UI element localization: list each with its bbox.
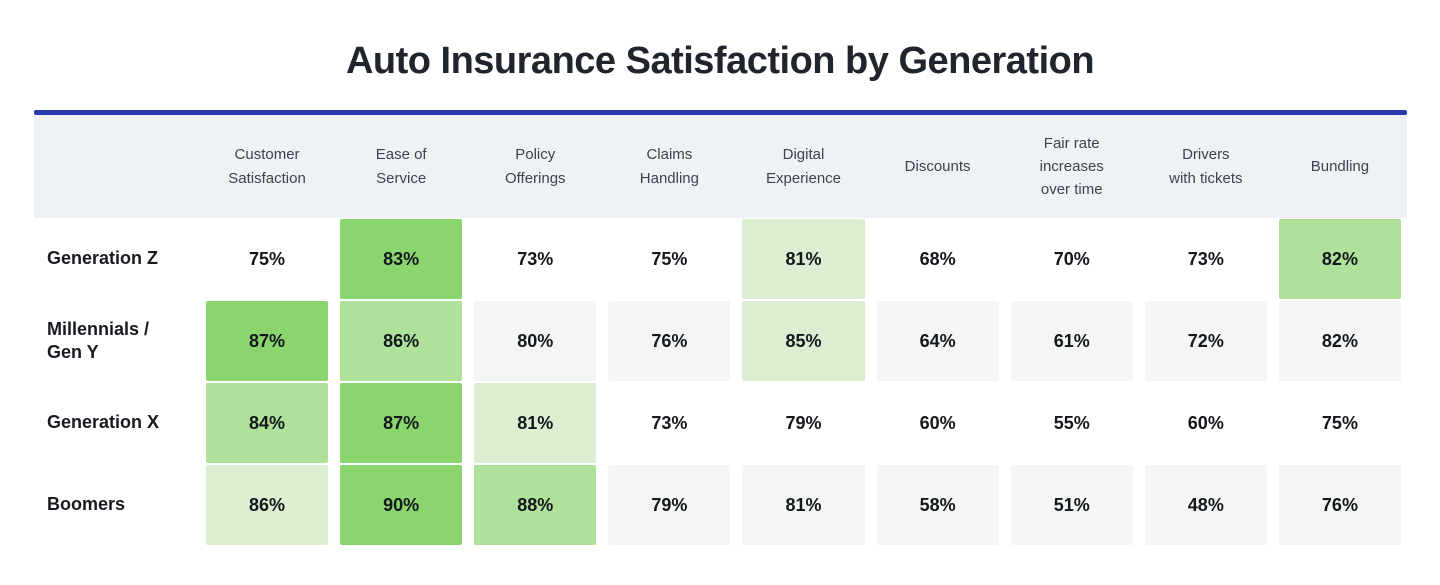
table-row: Generation Z 75% 83% 73% 75% 81% 68% 70% 73% 82% xyxy=(34,218,1407,300)
table-row: Generation X 84% 87% 81% 73% 79% 60% 55% 60% 75% xyxy=(34,382,1407,464)
row-label: Generation X xyxy=(47,412,160,433)
heatmap-cell: 68% xyxy=(876,219,999,299)
heatmap-cell: 64% xyxy=(876,301,999,381)
column-header-6: Discounts xyxy=(904,157,971,175)
heatmap-cell: 73% xyxy=(1144,219,1267,299)
heatmap-cell: 81% xyxy=(742,219,865,299)
row-label: Millennials / Gen Y xyxy=(47,318,150,362)
column-header-9: Bundling xyxy=(1310,157,1370,175)
heatmap-cell: 86% xyxy=(206,465,329,545)
heatmap-cell: 85% xyxy=(742,301,865,381)
heatmap-cell: 48% xyxy=(1144,465,1267,545)
heatmap-cell: 87% xyxy=(206,301,329,381)
column-header-7: Fair rate increases over time xyxy=(1039,134,1104,199)
column-header-5: Digital Experience xyxy=(765,146,842,187)
column-header-3: Policy Offerings xyxy=(504,146,566,187)
table-row: Boomers 86% 90% 88% 79% 81% 58% 51% 48% 76% xyxy=(34,464,1407,546)
column-header-4: Claims Handling xyxy=(639,146,699,187)
heatmap-cell: 81% xyxy=(474,383,597,463)
row-label: Generation Z xyxy=(47,248,159,269)
heatmap-cell: 72% xyxy=(1144,301,1267,381)
heatmap-cell: 88% xyxy=(474,465,597,545)
heatmap-cell: 76% xyxy=(608,301,731,381)
heatmap-cell: 79% xyxy=(608,465,731,545)
heatmap-cell: 82% xyxy=(1278,219,1401,299)
heatmap-cell: 79% xyxy=(742,383,865,463)
table-body: Generation Z 75% 83% 73% 75% 81% 68% 70% 73% 82% M… xyxy=(34,218,1407,546)
heatmap-cell: 90% xyxy=(340,465,463,545)
heatmap-cell: 73% xyxy=(608,383,731,463)
heatmap-cell: 51% xyxy=(1010,465,1133,545)
heatmap-cell: 60% xyxy=(876,383,999,463)
table-row: Millennials / Gen Y 87% 86% 80% 76% 85% 64% 61%… xyxy=(34,300,1407,382)
heatmap-cell: 86% xyxy=(340,301,463,381)
row-label: Boomers xyxy=(47,494,126,515)
table-top-border xyxy=(34,110,1407,115)
column-header-8: Drivers with tickets xyxy=(1169,146,1243,187)
heatmap-cell: 83% xyxy=(340,219,463,299)
heatmap-cell: 87% xyxy=(340,383,463,463)
table-header-row: Customer Satisfaction Ease of Service Poli… xyxy=(34,115,1407,218)
heatmap-cell: 81% xyxy=(742,465,865,545)
column-header-1: Customer Satisfaction xyxy=(228,146,306,187)
heatmap-cell: 55% xyxy=(1010,383,1133,463)
heatmap-cell: 61% xyxy=(1010,301,1133,381)
heatmap-cell: 75% xyxy=(608,219,731,299)
column-header-2: Ease of Service xyxy=(375,146,427,187)
heatmap-cell: 58% xyxy=(876,465,999,545)
heatmap-cell: 82% xyxy=(1278,301,1401,381)
heatmap-cell: 73% xyxy=(474,219,597,299)
heatmap-cell: 75% xyxy=(206,219,329,299)
heatmap-cell: 76% xyxy=(1278,465,1401,545)
page-title: Auto Insurance Satisfaction by Generatio… xyxy=(345,40,1095,82)
heatmap-cell: 75% xyxy=(1278,383,1401,463)
heatmap-cell: 70% xyxy=(1010,219,1133,299)
heatmap-cell: 80% xyxy=(474,301,597,381)
heatmap-cell: 60% xyxy=(1144,383,1267,463)
satisfaction-table: Customer Satisfaction Ease of Service Poli… xyxy=(34,110,1407,546)
heatmap-cell: 84% xyxy=(206,383,329,463)
